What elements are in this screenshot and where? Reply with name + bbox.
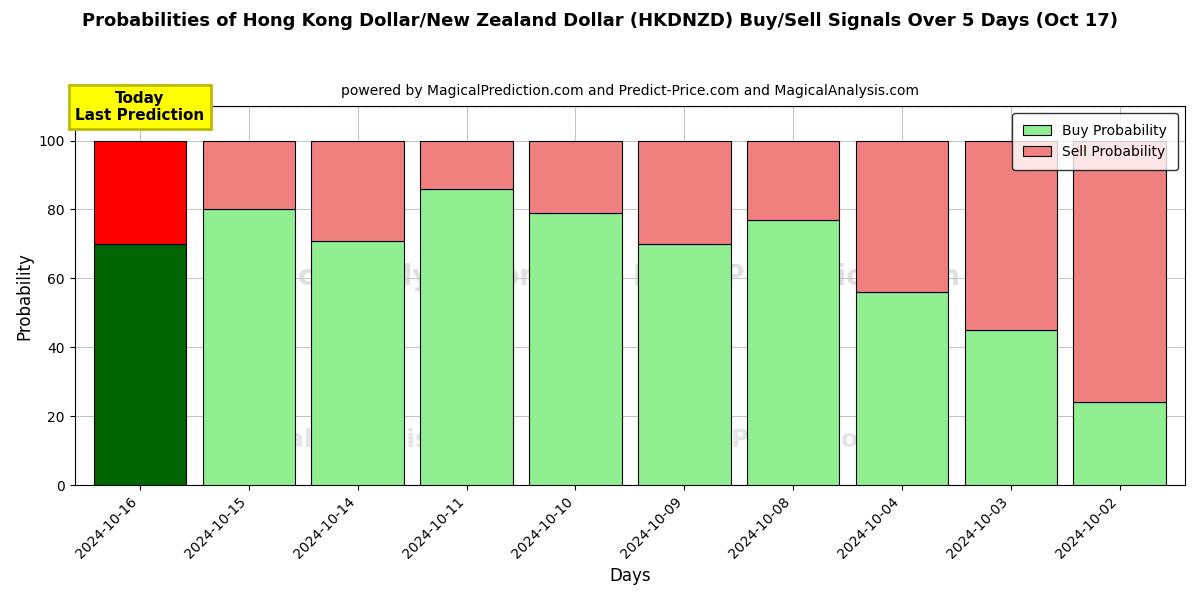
Bar (203, 209, 295, 485)
Bar (312, 140, 404, 241)
Bar (94, 140, 186, 244)
Bar (312, 241, 404, 485)
Text: Today
Last Prediction: Today Last Prediction (76, 91, 204, 124)
Bar (420, 140, 512, 189)
Text: Probabilities of Hong Kong Dollar/New Zealand Dollar (HKDNZD) Buy/Sell Signals O: Probabilities of Hong Kong Dollar/New Ze… (82, 12, 1118, 30)
Text: MagicPrediction.com: MagicPrediction.com (632, 263, 960, 290)
Text: MagicalAnalysis.com: MagicalAnalysis.com (222, 263, 548, 290)
Title: powered by MagicalPrediction.com and Predict-Price.com and MagicalAnalysis.com: powered by MagicalPrediction.com and Pre… (341, 84, 919, 98)
Bar (856, 292, 948, 485)
Bar (203, 140, 295, 209)
Bar (420, 189, 512, 485)
Bar (529, 140, 622, 213)
Bar (856, 140, 948, 292)
X-axis label: Days: Days (610, 567, 650, 585)
Y-axis label: Probability: Probability (16, 252, 34, 340)
Bar (638, 244, 731, 485)
Bar (965, 140, 1057, 330)
Bar (1074, 403, 1166, 485)
Bar (1074, 140, 1166, 403)
Bar (965, 330, 1057, 485)
Bar (746, 140, 839, 220)
Text: calAnalysis.com: calAnalysis.com (272, 428, 498, 452)
Text: MagicPrediction.com: MagicPrediction.com (648, 428, 944, 452)
Bar (638, 140, 731, 244)
Bar (529, 213, 622, 485)
Legend: Buy Probability, Sell Probability: Buy Probability, Sell Probability (1012, 113, 1178, 170)
Bar (94, 244, 186, 485)
Bar (746, 220, 839, 485)
